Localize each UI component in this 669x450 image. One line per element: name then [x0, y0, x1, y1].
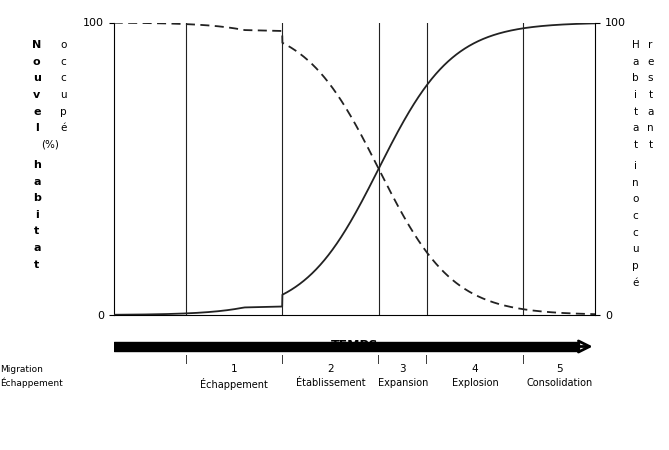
Text: a: a [632, 57, 639, 67]
Text: c: c [61, 73, 66, 83]
Text: a: a [632, 123, 639, 133]
Text: o: o [632, 194, 639, 204]
Text: s: s [648, 73, 653, 83]
Text: é: é [632, 278, 639, 288]
Text: u: u [632, 244, 639, 254]
Text: 3: 3 [399, 364, 406, 374]
Text: |: | [185, 356, 187, 364]
Text: v: v [33, 90, 40, 100]
Text: t: t [648, 140, 652, 150]
Text: i: i [634, 90, 637, 100]
Text: n: n [632, 178, 639, 188]
Text: TEMPS: TEMPS [330, 339, 379, 352]
Text: 5: 5 [556, 364, 563, 374]
Text: o: o [60, 40, 67, 50]
Text: i: i [35, 210, 39, 220]
Text: i: i [634, 161, 637, 171]
Text: r: r [648, 40, 652, 50]
Text: |: | [281, 356, 284, 364]
Text: |: | [522, 356, 524, 364]
Text: c: c [633, 228, 638, 238]
Text: t: t [634, 140, 638, 150]
Text: p: p [60, 107, 67, 117]
Text: b: b [632, 73, 639, 83]
Text: n: n [647, 123, 654, 133]
Text: h: h [33, 160, 41, 170]
Text: e: e [33, 107, 41, 117]
Text: t: t [34, 260, 39, 270]
Text: Échappement: Échappement [200, 378, 268, 390]
Text: Établissement: Établissement [296, 378, 365, 388]
Text: c: c [633, 211, 638, 221]
Text: e: e [647, 57, 654, 67]
Text: é: é [60, 123, 67, 133]
Text: |: | [425, 356, 428, 364]
Text: 4: 4 [472, 364, 478, 374]
Text: Expansion: Expansion [377, 378, 428, 388]
Text: 1: 1 [231, 364, 237, 374]
Text: a: a [647, 107, 654, 117]
Text: t: t [34, 226, 39, 237]
Text: u: u [33, 73, 41, 83]
Text: N: N [32, 40, 41, 50]
Text: l: l [35, 123, 39, 133]
Text: u: u [60, 90, 67, 100]
Text: Migration: Migration [0, 364, 43, 373]
Text: c: c [61, 57, 66, 67]
Text: (%): (%) [41, 140, 59, 150]
Text: Consolidation: Consolidation [526, 378, 593, 388]
Text: Échappement: Échappement [0, 378, 63, 388]
Text: b: b [33, 193, 41, 203]
Text: t: t [648, 90, 652, 100]
Text: a: a [33, 243, 41, 253]
Text: t: t [634, 107, 638, 117]
Text: a: a [33, 176, 41, 187]
Text: o: o [33, 57, 41, 67]
Text: |: | [377, 356, 380, 364]
Text: p: p [632, 261, 639, 271]
Text: 2: 2 [327, 364, 334, 374]
Text: H: H [632, 40, 640, 50]
Text: Explosion: Explosion [452, 378, 498, 388]
